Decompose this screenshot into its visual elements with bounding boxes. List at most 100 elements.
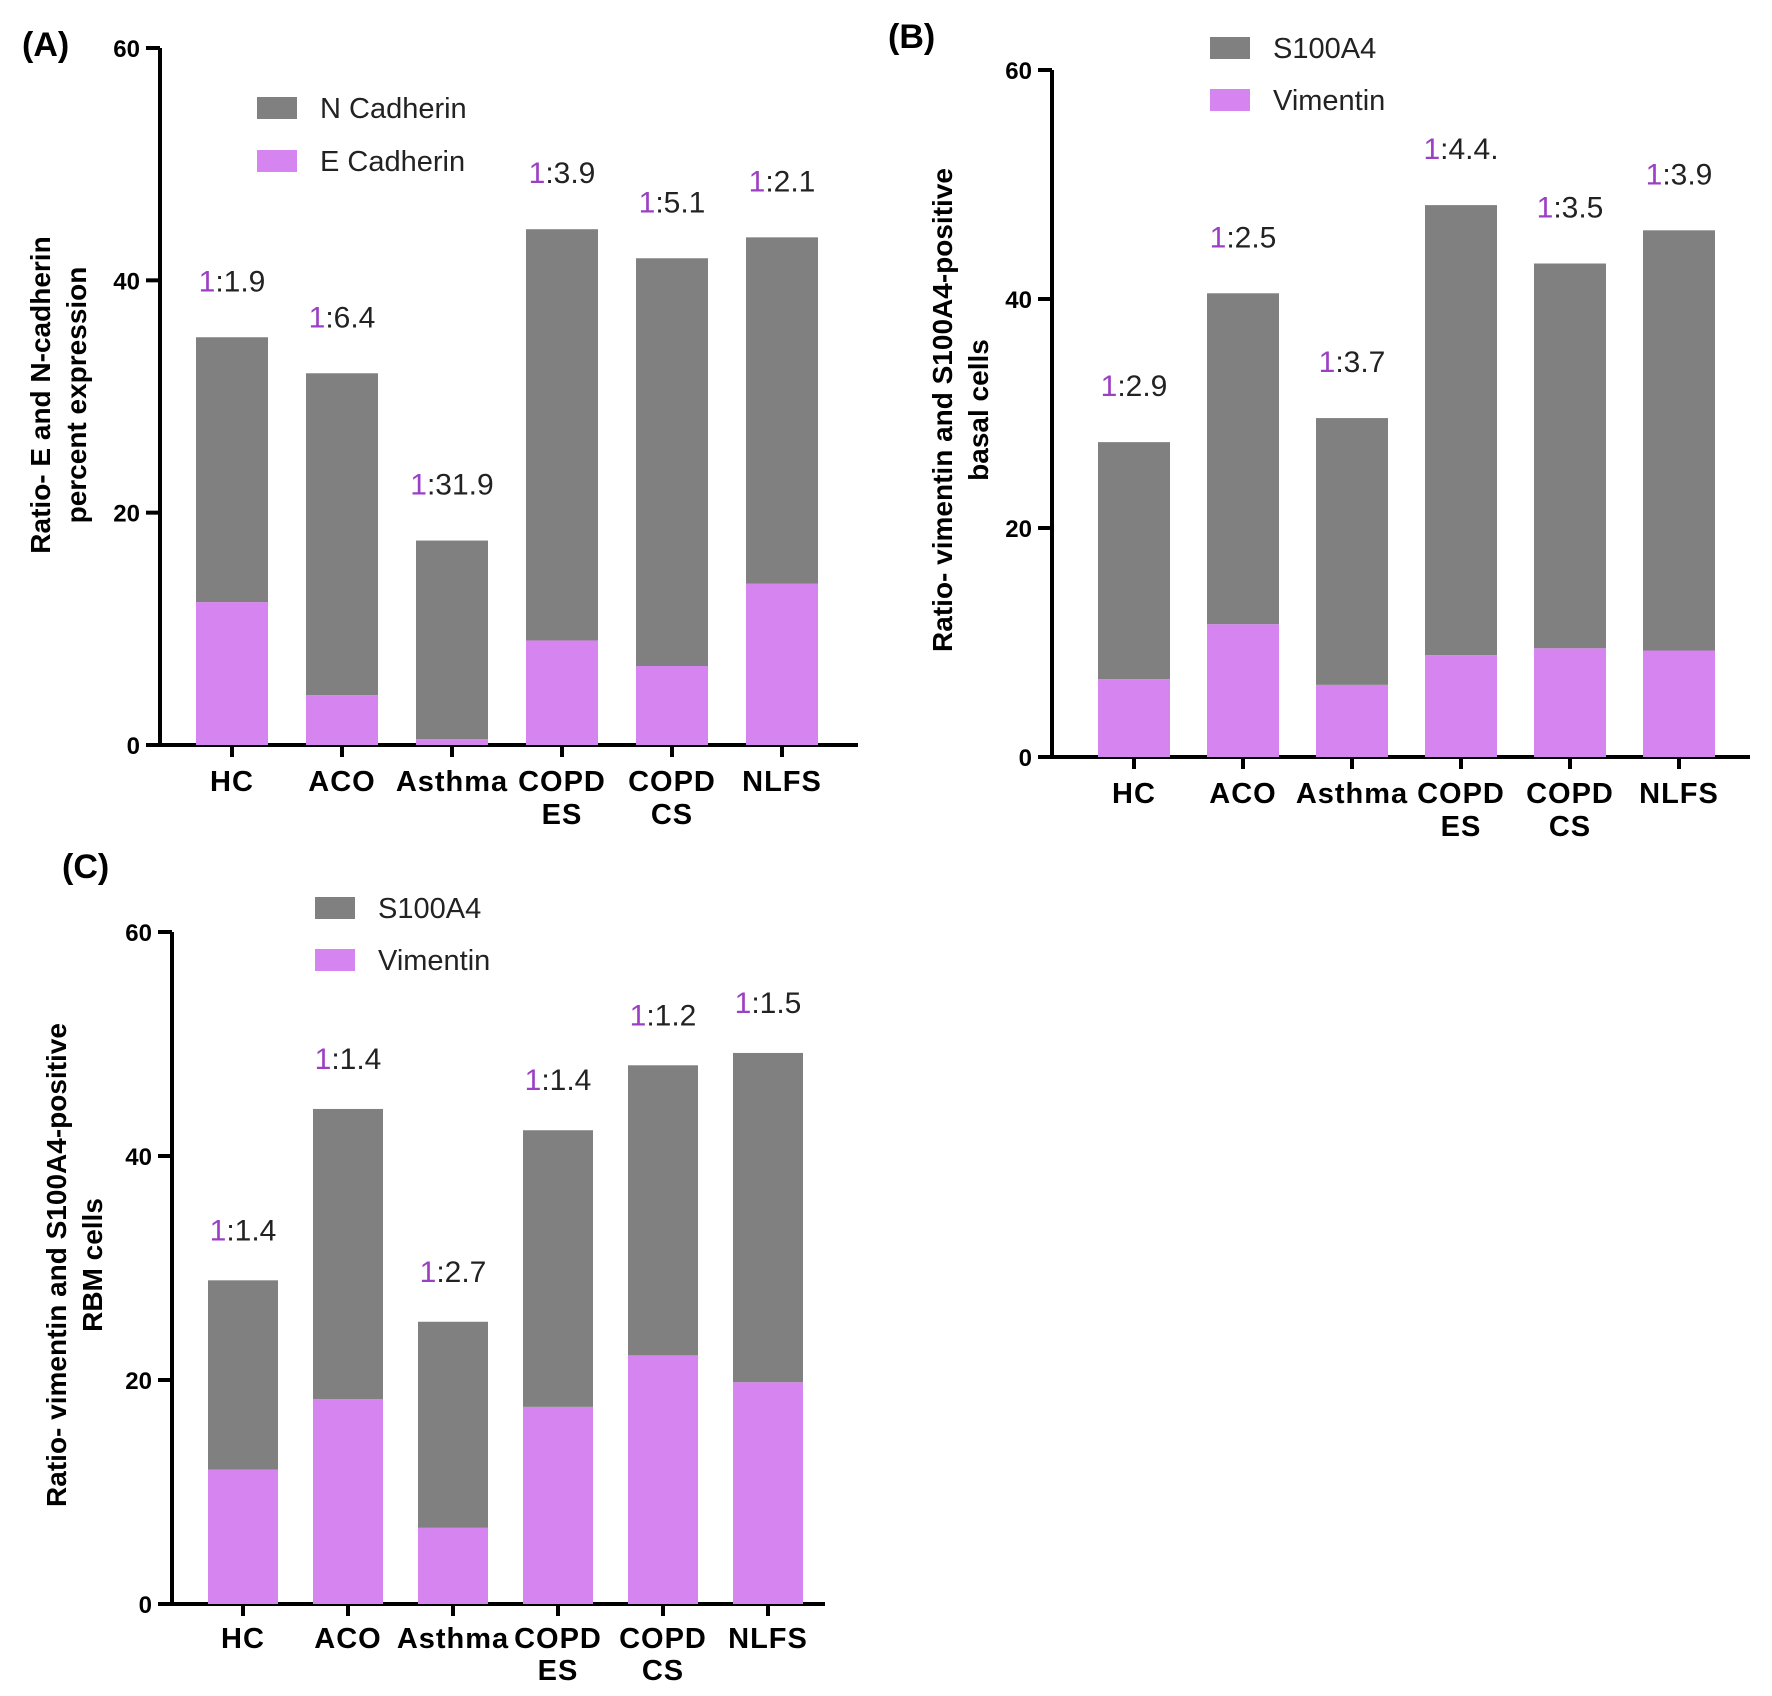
ratio-annotation: 1:1.5 [735, 987, 802, 1020]
x-tick-label: Asthma [1296, 778, 1408, 810]
ratio-annotation-value: :1.2 [646, 999, 696, 1032]
y-tick-label: 60 [113, 36, 140, 63]
legend-label: E Cadherin [320, 146, 465, 178]
ratio-annotation: 1:3.9 [1646, 158, 1713, 191]
legend-swatch [257, 97, 297, 119]
x-tick-label: HC [1112, 778, 1156, 810]
bar-vimentin [418, 1527, 488, 1604]
ratio-annotation: 1:6.4 [309, 301, 376, 334]
bar-e-cadherin [306, 695, 378, 745]
panel-label: (B) [888, 18, 935, 56]
x-tick-label: CS [1549, 811, 1591, 843]
bar-e-cadherin [196, 602, 268, 745]
ratio-annotation-one: 1 [420, 1256, 437, 1289]
legend-label: N Cadherin [320, 93, 467, 125]
y-tick-label: 40 [113, 268, 140, 295]
x-tick-label: COPD [1526, 778, 1614, 810]
ratio-annotation-value: :1.5 [751, 987, 801, 1020]
ratio-annotation: 1:2.1 [749, 165, 816, 198]
x-tick-label: NLFS [1639, 778, 1719, 810]
y-axis-label-line: percent expression [61, 267, 92, 524]
legend-swatch [1210, 89, 1250, 111]
bar-s100a4 [313, 1108, 383, 1400]
bar-vimentin [523, 1406, 593, 1604]
bar-vimentin [1643, 650, 1715, 757]
bar-e-cadherin [636, 666, 708, 745]
x-tick-label: ES [542, 799, 583, 831]
bar-vimentin [1098, 679, 1170, 757]
bar-s100a4 [1316, 418, 1388, 685]
y-axis-label-line: Ratio- E and N-cadherin [25, 236, 56, 553]
ratio-annotation: 1:1.2 [630, 999, 697, 1032]
ratio-annotation: 1:3.5 [1537, 192, 1604, 225]
ratio-annotation: 1:5.1 [639, 186, 706, 219]
ratio-annotation-value: :3.9 [545, 157, 595, 190]
x-tick-label: CS [642, 1655, 684, 1687]
ratio-annotation: 1:3.7 [1319, 346, 1386, 379]
bar-s100a4 [1098, 442, 1170, 680]
chart-panel-b: (B) Ratio- vimentin and S100A4-positive ba… [888, 18, 1750, 843]
panel-label: (A) [22, 26, 69, 64]
legend-swatch [1210, 37, 1250, 59]
ratio-annotation-value: :2.5 [1226, 221, 1276, 254]
y-axis-label-line: RBM cells [77, 1198, 108, 1332]
bar-n-cadherin [526, 229, 598, 641]
bar-s100a4 [1207, 293, 1279, 625]
ratio-annotation-one: 1 [735, 987, 752, 1020]
y-tick-label: 20 [125, 1368, 152, 1395]
bar-s100a4 [733, 1052, 803, 1383]
x-tick-label: COPD [518, 766, 606, 798]
x-tick-label: COPD [1417, 778, 1505, 810]
bar-vimentin [733, 1382, 803, 1604]
ratio-annotation-one: 1 [529, 157, 546, 190]
ratio-annotation-one: 1 [210, 1214, 227, 1247]
legend-label: Vimentin [1273, 85, 1385, 117]
ratio-annotation-one: 1 [1319, 346, 1336, 379]
legend-swatch [315, 949, 355, 971]
ratio-annotation-value: :3.7 [1335, 346, 1385, 379]
ratio-annotation-one: 1 [309, 301, 326, 334]
x-tick-label: ACO [314, 1623, 381, 1655]
bar-s100a4 [1643, 230, 1715, 651]
bar-s100a4 [1425, 205, 1497, 656]
y-tick-label: 20 [113, 501, 140, 528]
ratio-annotation-one: 1 [410, 469, 427, 502]
ratio-annotation-one: 1 [1210, 221, 1227, 254]
ratio-annotation-one: 1 [315, 1043, 332, 1076]
ratio-annotation-one: 1 [1423, 133, 1440, 166]
ratio-annotation-value: :2.9 [1117, 370, 1167, 403]
x-tick-label: CS [651, 799, 693, 831]
x-tick-label: HC [221, 1623, 265, 1655]
x-tick-label: COPD [628, 766, 716, 798]
x-tick-label: ES [538, 1655, 579, 1687]
y-tick-label: 40 [125, 1144, 152, 1171]
bar-n-cadherin [636, 258, 708, 667]
x-tick-label: Asthma [396, 766, 508, 798]
y-tick-label: 60 [1005, 58, 1032, 85]
bar-s100a4 [208, 1280, 278, 1470]
x-tick-label: NLFS [728, 1623, 808, 1655]
ratio-annotation-value: :6.4 [325, 301, 375, 334]
ratio-annotation: 1:2.9 [1101, 370, 1168, 403]
chart-panel-c: (C) Ratio- vimentin and S100A4-positive RB… [41, 848, 825, 1687]
bar-vimentin [1316, 684, 1388, 757]
x-tick-label: ACO [308, 766, 375, 798]
x-tick-label: COPD [514, 1623, 602, 1655]
ratio-annotation-value: :1.4 [331, 1043, 381, 1076]
x-tick-label: NLFS [742, 766, 822, 798]
legend-label: S100A4 [1273, 33, 1376, 65]
ratio-annotation: 1:4.4. [1423, 133, 1498, 166]
bar-e-cadherin [746, 583, 818, 745]
bar-vimentin [1425, 655, 1497, 757]
x-tick-label: ACO [1209, 778, 1276, 810]
bar-vimentin [313, 1399, 383, 1604]
ratio-annotation-one: 1 [639, 186, 656, 219]
ratio-annotation-value: :1.4 [541, 1064, 591, 1097]
ratio-annotation-value: :1.9 [215, 265, 265, 298]
y-axis-label: Ratio- E and N-cadherin percent expressio… [25, 236, 92, 553]
y-tick-label: 20 [1005, 516, 1032, 543]
x-tick-label: HC [210, 766, 254, 798]
ratio-annotation: 1:1.9 [199, 265, 266, 298]
ratio-annotation: 1:31.9 [410, 469, 493, 502]
